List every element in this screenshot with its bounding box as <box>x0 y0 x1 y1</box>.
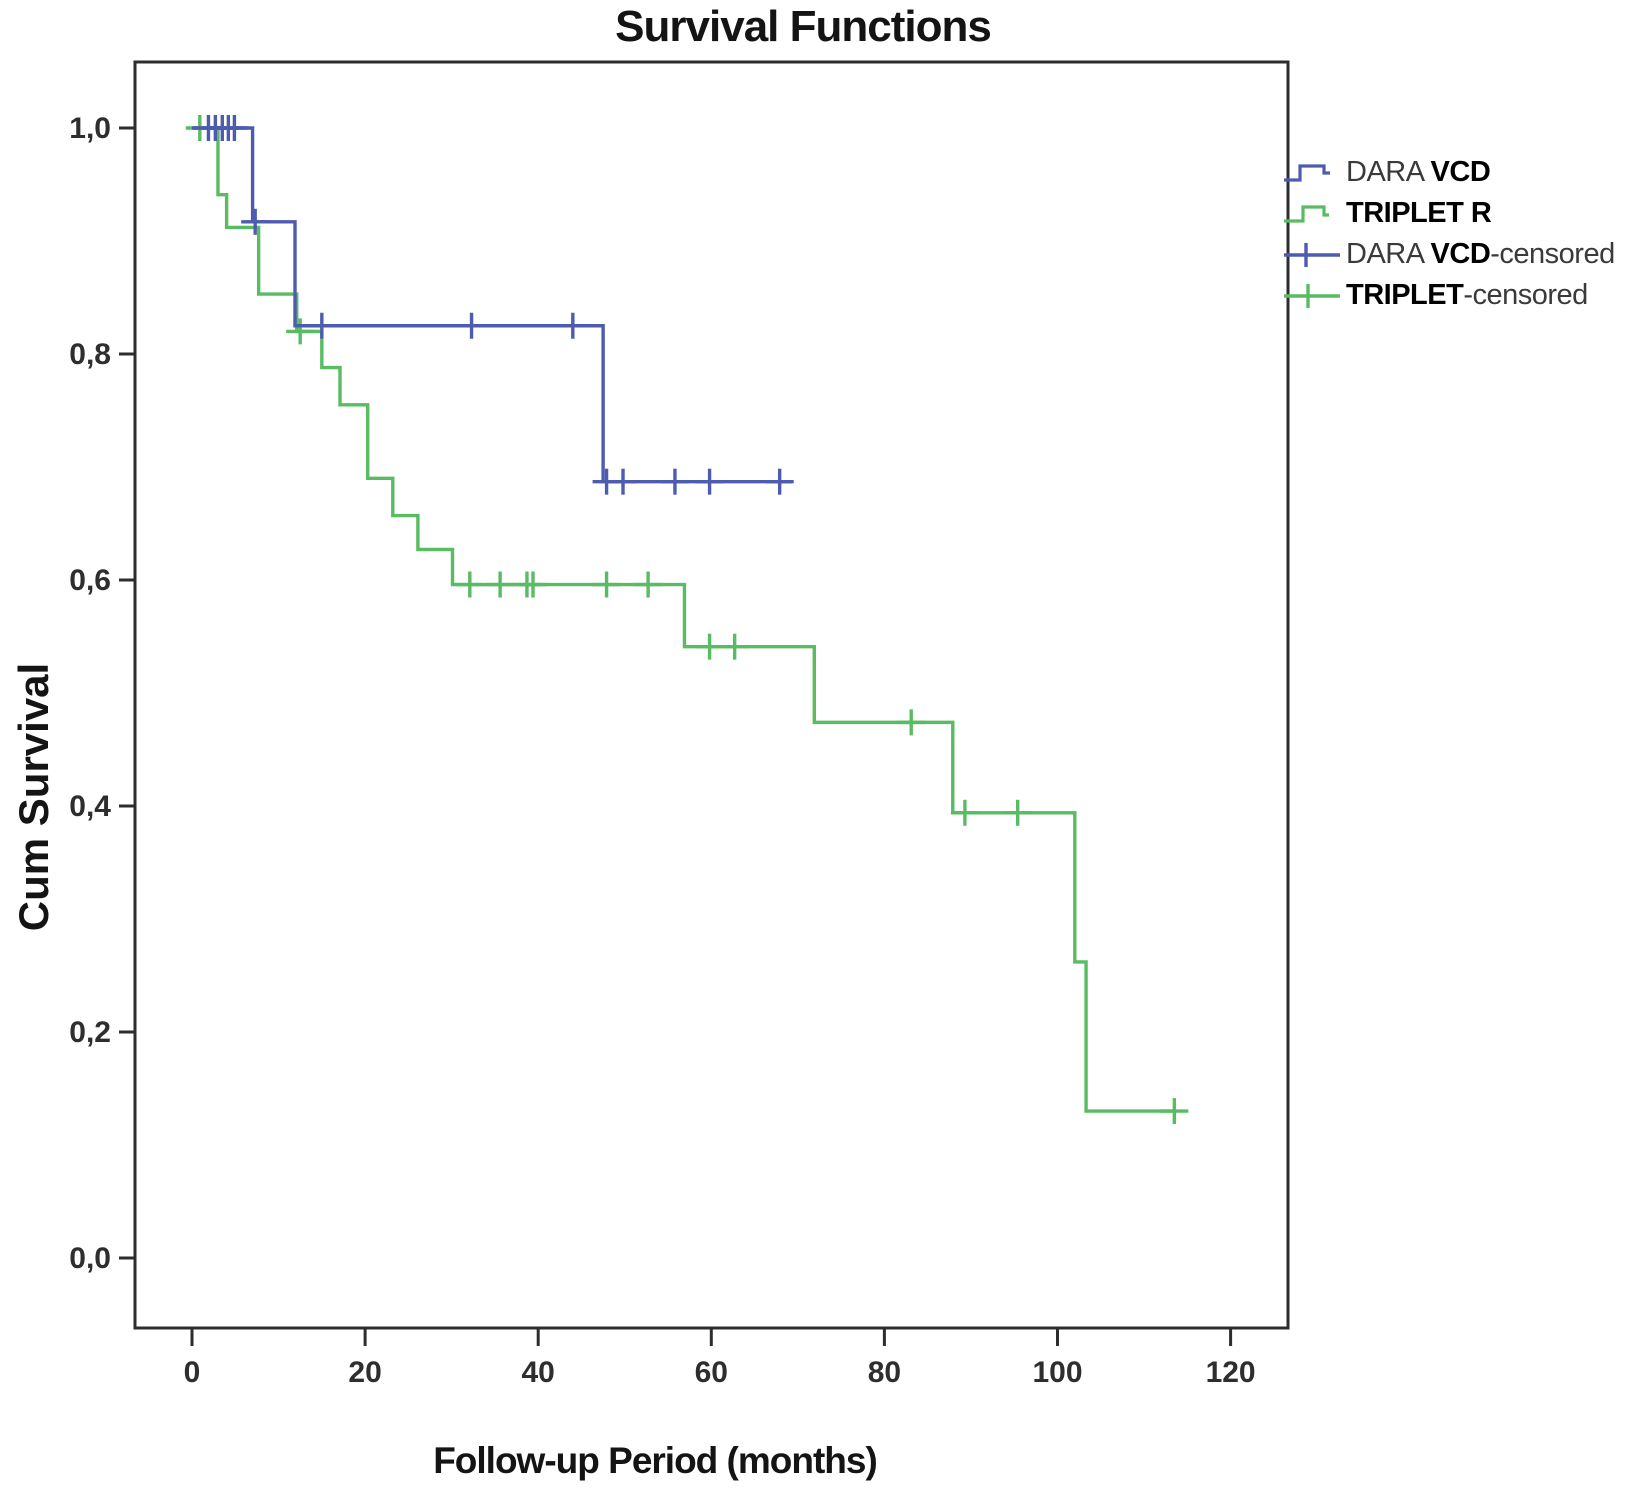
legend-entry-triplet-r: TRIPLET R <box>1283 193 1615 234</box>
triplet-r-curve <box>192 126 1177 1113</box>
legend-entry-dara-vcd-censored: DARA VCD-censored <box>1283 234 1615 275</box>
legend-entry-dara-vcd: DARA VCD <box>1283 152 1615 193</box>
legend: DARA VCD TRIPLET R DARA VCD-censored TRI… <box>1283 152 1615 316</box>
chart-title: Survival Functions <box>615 2 992 51</box>
legend-label: TRIPLET-censored <box>1346 279 1588 311</box>
dara-vcd-curve <box>192 126 792 484</box>
x-tick-label: 60 <box>695 1356 728 1389</box>
legend-label: DARA VCD-censored <box>1346 238 1615 270</box>
dara-vcd-step-line-glyph <box>1284 163 1330 182</box>
x-axis-label: Follow-up Period (months) <box>433 1440 878 1481</box>
legend-entry-triplet-censored: TRIPLET-censored <box>1283 275 1615 316</box>
x-tick-label: 40 <box>522 1356 555 1389</box>
x-tick-label: 100 <box>1032 1356 1082 1389</box>
x-tick-label: 20 <box>348 1356 381 1389</box>
y-tick-label: 0,0 <box>69 1242 111 1275</box>
triplet-censored-plus-glyph <box>1284 283 1340 308</box>
x-tick-label: 0 <box>184 1356 201 1389</box>
legend-label: TRIPLET R <box>1346 197 1492 229</box>
dara-vcd-censored-plus-glyph <box>1284 242 1340 267</box>
triplet-r-step-line-glyph <box>1284 204 1329 223</box>
y-tick-label: 1,0 <box>69 112 111 145</box>
y-tick-label: 0,2 <box>69 1016 111 1049</box>
plot-frame <box>133 60 1290 1330</box>
y-tick-label: 0,6 <box>69 564 111 597</box>
y-tick-label: 0,4 <box>69 790 111 823</box>
x-tick-label: 80 <box>868 1356 901 1389</box>
y-tick-label: 0,8 <box>69 338 111 371</box>
x-tick-label: 120 <box>1206 1356 1256 1389</box>
legend-label: DARA VCD <box>1346 156 1491 188</box>
